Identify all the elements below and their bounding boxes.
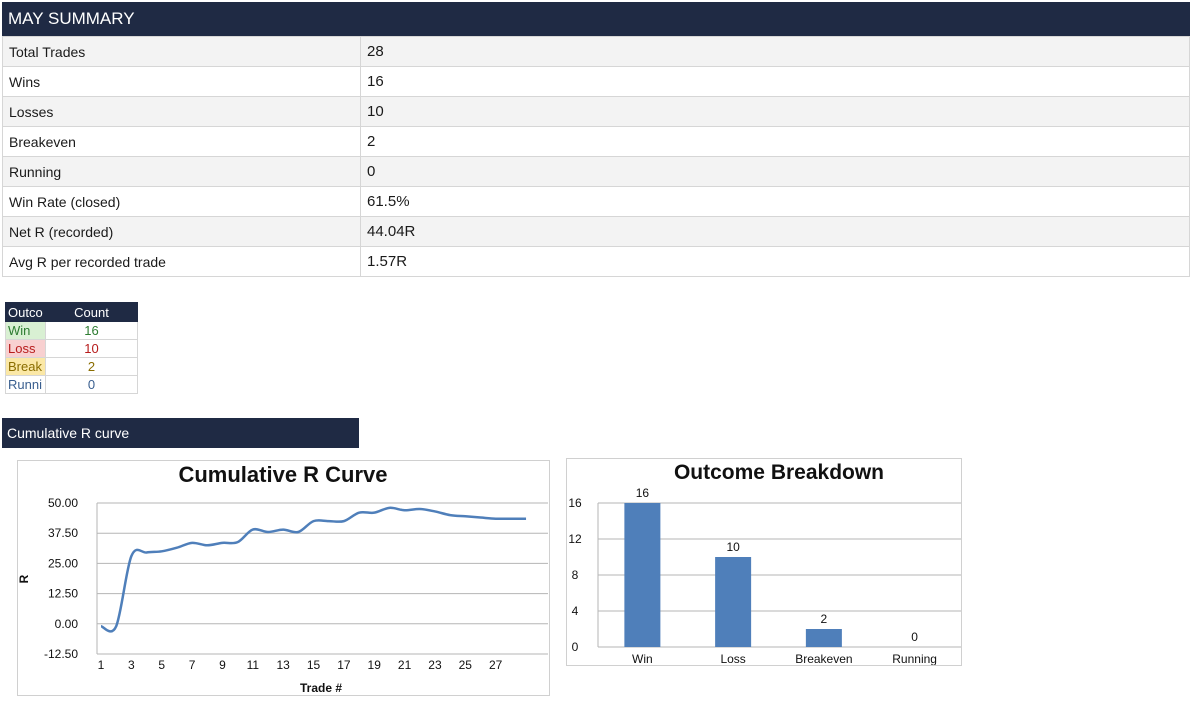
bar-data-label: 0 <box>911 630 918 644</box>
y-tick-label: -12.50 <box>44 647 78 661</box>
summary-value[interactable]: 2 <box>360 126 1190 157</box>
outcome-label[interactable]: Runni <box>5 375 46 394</box>
bar-data-label: 2 <box>821 612 828 626</box>
summary-value[interactable]: 0 <box>360 156 1190 187</box>
bar-data-label: 16 <box>636 486 650 500</box>
outcome-count[interactable]: 16 <box>45 321 138 340</box>
x-tick-label: 13 <box>276 658 290 672</box>
cumulative-section-banner: Cumulative R curve <box>2 418 359 448</box>
x-tick-label: 7 <box>189 658 196 672</box>
summary-label[interactable]: Avg R per recorded trade <box>2 246 361 277</box>
summary-value[interactable]: 28 <box>360 36 1190 67</box>
summary-label[interactable]: Running <box>2 156 361 187</box>
x-tick-label: 25 <box>459 658 473 672</box>
x-tick-label: 17 <box>337 658 351 672</box>
outcome-row: Loss 10 <box>5 339 138 358</box>
outcome-header[interactable]: Outco <box>5 302 46 322</box>
y-tick-label: 50.00 <box>48 496 78 510</box>
x-tick-label: 23 <box>428 658 442 672</box>
y-tick-label: 16 <box>568 496 582 510</box>
y-tick-label: 12 <box>568 532 582 546</box>
y-tick-label: 0 <box>572 640 579 654</box>
summary-label[interactable]: Total Trades <box>2 36 361 67</box>
summary-value[interactable]: 44.04R <box>360 216 1190 247</box>
summary-row: Net R (recorded) 44.04R <box>2 216 1190 247</box>
outcome-count[interactable]: 0 <box>45 375 138 394</box>
outcome-count[interactable]: 2 <box>45 357 138 376</box>
x-tick-label: 3 <box>128 658 135 672</box>
summary-label[interactable]: Wins <box>2 66 361 97</box>
category-label: Win <box>632 652 653 665</box>
summary-value[interactable]: 16 <box>360 66 1190 97</box>
summary-row: Avg R per recorded trade 1.57R <box>2 246 1190 277</box>
outcome-breakdown-chart-svg: Outcome Breakdown 16 12 8 4 0 16 Win 10 Loss 2 Brea… <box>568 461 961 666</box>
summary-value[interactable]: 1.57R <box>360 246 1190 277</box>
y-tick-label: 12.50 <box>48 587 78 601</box>
x-tick-label: 11 <box>247 658 260 672</box>
summary-row: Wins 16 <box>2 66 1190 97</box>
outcome-row: Break 2 <box>5 357 138 376</box>
bar <box>805 629 842 647</box>
category-label: Loss <box>720 652 745 665</box>
bar <box>624 503 661 647</box>
category-label: Running <box>892 652 937 665</box>
outcome-label[interactable]: Win <box>5 321 46 340</box>
outcome-label[interactable]: Break <box>5 357 46 376</box>
x-axis-title: Trade # <box>300 681 342 695</box>
chart-title: Outcome Breakdown <box>674 461 884 484</box>
outcome-row: Runni 0 <box>5 375 138 394</box>
category-label: Breakeven <box>795 652 852 665</box>
outcome-breakdown-chart[interactable]: Outcome Breakdown 16 12 8 4 0 16 Win 10 Loss 2 Brea… <box>566 458 962 666</box>
summary-row: Losses 10 <box>2 96 1190 127</box>
summary-banner: MAY SUMMARY <box>2 2 1190 36</box>
x-tick-label: 9 <box>219 658 226 672</box>
summary-value[interactable]: 61.5% <box>360 186 1190 217</box>
outcome-count[interactable]: 10 <box>45 339 138 358</box>
cumulative-r-chart-svg: Cumulative R Curve 50.00 37.50 25.00 12.50 0.… <box>17 462 548 695</box>
outcome-row: Win 16 <box>5 321 138 340</box>
x-tick-label: 19 <box>368 658 382 672</box>
chart-title: Cumulative R Curve <box>178 462 387 487</box>
x-tick-label: 15 <box>307 658 321 672</box>
y-tick-label: 25.00 <box>48 556 78 570</box>
y-axis-title: R <box>18 574 31 583</box>
y-tick-label: 37.50 <box>48 526 78 540</box>
outcome-count-table: Outco Count Win 16 Loss 10 Break 2 Runni 0 <box>5 302 138 394</box>
summary-row: Total Trades 28 <box>2 36 1190 67</box>
summary-label[interactable]: Losses <box>2 96 361 127</box>
summary-value[interactable]: 10 <box>360 96 1190 127</box>
count-header[interactable]: Count <box>45 302 138 322</box>
summary-table: Total Trades 28 Wins 16 Losses 10 Breakeven 2 Ru… <box>2 36 1190 277</box>
x-tick-label: 1 <box>98 658 105 672</box>
bar <box>715 557 752 647</box>
summary-label[interactable]: Net R (recorded) <box>2 216 361 247</box>
summary-row: Breakeven 2 <box>2 126 1190 157</box>
y-tick-label: 4 <box>572 604 579 618</box>
outcome-label[interactable]: Loss <box>5 339 46 358</box>
x-tick-label: 5 <box>158 658 165 672</box>
cumulative-r-series-line <box>100 506 527 633</box>
summary-label[interactable]: Win Rate (closed) <box>2 186 361 217</box>
y-tick-label: 0.00 <box>55 617 79 631</box>
bar-data-label: 10 <box>726 540 740 554</box>
x-tick-label: 27 <box>489 658 503 672</box>
summary-row: Running 0 <box>2 156 1190 187</box>
summary-row: Win Rate (closed) 61.5% <box>2 186 1190 217</box>
y-tick-label: 8 <box>572 568 579 582</box>
x-tick-label: 21 <box>398 658 412 672</box>
summary-label[interactable]: Breakeven <box>2 126 361 157</box>
cumulative-r-chart[interactable]: Cumulative R Curve 50.00 37.50 25.00 12.50 0.… <box>17 460 550 696</box>
